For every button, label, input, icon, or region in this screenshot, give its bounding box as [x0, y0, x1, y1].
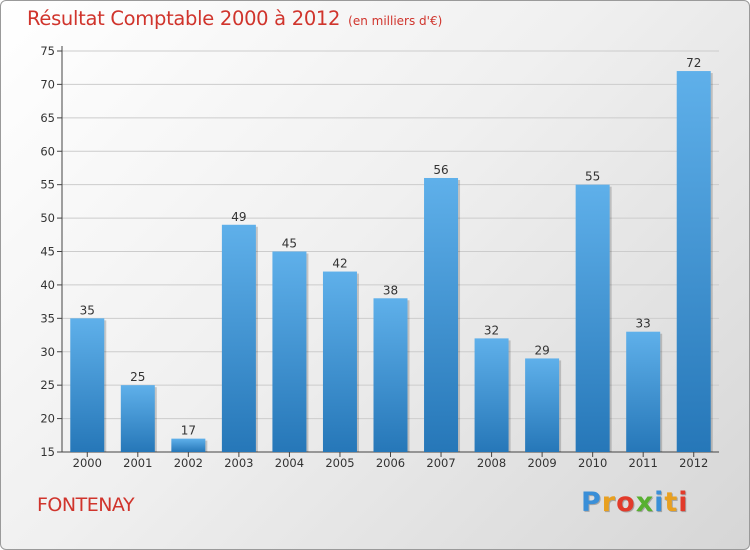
logo-letter: x [635, 487, 655, 518]
data-label-2005: 42 [332, 257, 347, 271]
logo-letter: i [654, 487, 665, 518]
y-tick-label-50: 50 [40, 211, 55, 225]
x-tick-label-2006: 2006 [376, 456, 405, 470]
data-label-2006: 38 [383, 283, 398, 297]
bar-2004 [272, 251, 307, 452]
x-tick-label-2011: 2011 [629, 456, 658, 470]
data-label-2000: 35 [80, 303, 95, 317]
logo-letter: t [664, 487, 679, 518]
y-tick-label-70: 70 [40, 77, 55, 91]
data-label-2002: 17 [181, 424, 196, 438]
chart-title: Résultat Comptable 2000 à 2012 (en millie… [27, 7, 442, 30]
x-tick-label-2008: 2008 [477, 456, 506, 470]
bar-2011 [626, 331, 661, 452]
data-label-2012: 72 [686, 56, 701, 70]
y-tick-label-55: 55 [40, 178, 55, 192]
logo-letter: o [616, 487, 636, 518]
x-tick-label-2010: 2010 [578, 456, 607, 470]
chart-subtitle: (en milliers d'€) [348, 14, 443, 28]
y-tick-label-20: 20 [40, 412, 55, 426]
y-tick-label-60: 60 [40, 144, 55, 158]
bar-2005 [322, 271, 357, 452]
bar-2002 [171, 438, 206, 452]
y-tick-label-75: 75 [40, 44, 55, 58]
x-tick-label-2003: 2003 [224, 456, 253, 470]
bar-2010 [575, 184, 610, 452]
data-label-2001: 25 [130, 370, 145, 384]
proxiti-logo: Proxiti [581, 487, 689, 518]
x-tick-label-2007: 2007 [426, 456, 455, 470]
chart-title-text: Résultat Comptable 2000 à 2012 [27, 7, 341, 30]
bar-2008 [474, 338, 509, 452]
y-tick-label-45: 45 [40, 245, 55, 259]
logo-letter: i [678, 487, 689, 518]
x-tick-label-2004: 2004 [275, 456, 304, 470]
y-tick-label-30: 30 [40, 345, 55, 359]
data-label-2003: 49 [231, 210, 246, 224]
data-label-2008: 32 [484, 323, 499, 337]
axes: 15 20 25 30 35 40 45 50 55 60 65 70 75 2000 2001 2002 20… [40, 44, 719, 470]
y-tick-label-40: 40 [40, 278, 55, 292]
data-label-2011: 33 [636, 317, 651, 331]
y-tick-label-15: 15 [40, 445, 55, 459]
x-tick-label-2009: 2009 [527, 456, 556, 470]
bar-2009 [525, 358, 560, 452]
bar-2001 [120, 385, 155, 452]
data-label-2004: 45 [282, 237, 297, 251]
bar-2006 [373, 298, 408, 452]
x-tick-label-2012: 2012 [679, 456, 708, 470]
bars [70, 71, 713, 453]
y-tick-label-25: 25 [40, 378, 55, 392]
x-tick-label-2002: 2002 [174, 456, 203, 470]
bar-2012 [676, 71, 711, 453]
town-name: FONTENAY [37, 494, 135, 516]
x-tick-label-2005: 2005 [325, 456, 354, 470]
x-tick-label-2001: 2001 [123, 456, 152, 470]
data-label-2010: 55 [585, 170, 600, 184]
bar-2003 [221, 224, 256, 452]
bar-2000 [70, 318, 105, 452]
data-label-2009: 29 [534, 343, 549, 357]
data-labels: 35 25 17 49 45 42 38 56 32 29 55 33 72 [80, 56, 702, 438]
x-tick-label-2000: 2000 [73, 456, 102, 470]
logo-letter: r [601, 487, 617, 518]
logo-letter: P [581, 487, 602, 518]
y-tick-label-35: 35 [40, 311, 55, 325]
data-label-2007: 56 [433, 163, 448, 177]
y-tick-label-65: 65 [40, 111, 55, 125]
bar-2007 [424, 177, 459, 452]
